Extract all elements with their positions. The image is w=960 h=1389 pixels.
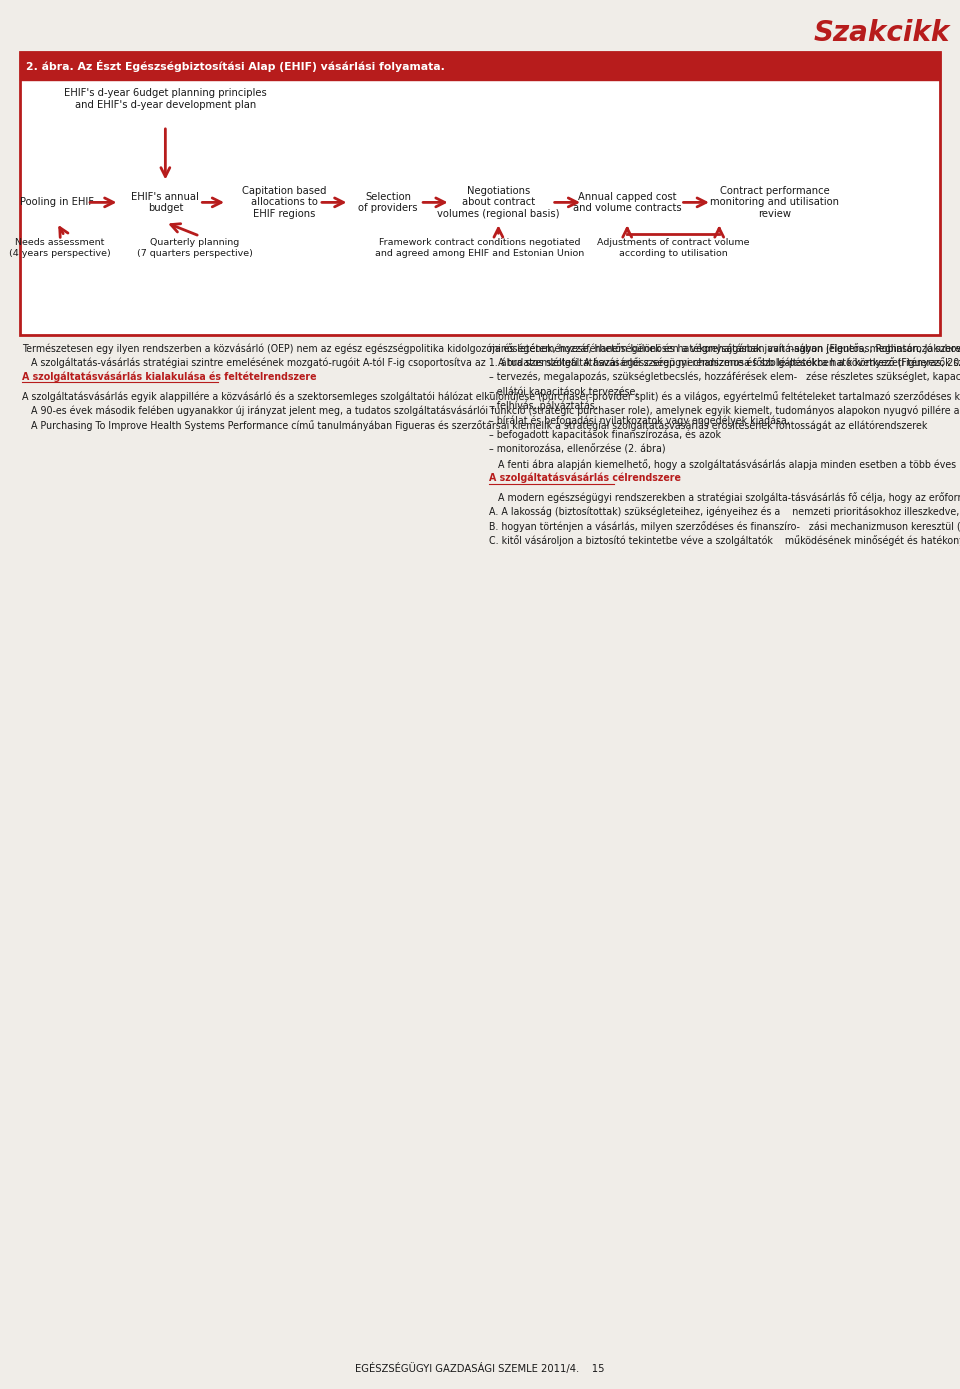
Text: A Purchasing To Improve Health Systems Performance című tanulmányában Figueras é: A Purchasing To Improve Health Systems P… <box>22 419 927 431</box>
Text: A szolgáltatásvásárlás célrendszere: A szolgáltatásvásárlás célrendszere <box>489 474 681 483</box>
Text: Negotiations
about contract
volumes (regional basis): Negotiations about contract volumes (reg… <box>437 186 560 219</box>
Bar <box>20 51 940 81</box>
Text: – befogadott kapacitások finanszírozása, és azok: – befogadott kapacitások finanszírozása,… <box>489 429 721 440</box>
Text: Adjustments of contract volume
according to utilisation: Adjustments of contract volume according… <box>597 238 750 257</box>
Text: A szolgáltatásvásárlás egyik alappillére a közvásárló és a szektorsemleges szolg: A szolgáltatásvásárlás egyik alappillére… <box>22 390 960 401</box>
Text: – ellátói kapacitások tervezése,: – ellátói kapacitások tervezése, <box>489 386 638 397</box>
Text: C. kitől vásároljon a biztosító tekintetbe véve a szolgáltatók    működésének mi: C. kitől vásároljon a biztosító tekintet… <box>489 535 960 546</box>
Text: Capitation based
allocations to
EHIF regions: Capitation based allocations to EHIF reg… <box>242 186 326 219</box>
Text: A tudatos szolgáltatásvásárlói szerep mechanizmusa főbb lé-pésekben a következő : A tudatos szolgáltatásvásárlói szerep me… <box>489 357 960 368</box>
Text: A szolgáltatásvásárlás kialakulása és feltételrendszere: A szolgáltatásvásárlás kialakulása és fe… <box>22 372 317 382</box>
Text: Selection
of providers: Selection of providers <box>358 192 418 213</box>
Text: EHIF's annual
budget: EHIF's annual budget <box>132 192 200 213</box>
Bar <box>20 51 940 335</box>
Text: A fenti ábra alapján kiemelhető, hogy a szolgáltatásvásárlás alapja minden esetb: A fenti ábra alapján kiemelhető, hogy a … <box>489 458 960 469</box>
Text: EHIF's d-year 6udget planning principles
and EHIF's d-year development plan: EHIF's d-year 6udget planning principles… <box>64 88 267 110</box>
Bar <box>20 81 940 335</box>
Text: Framework contract conditions negotiated
and agreed among EHIF and Estonian Unio: Framework contract conditions negotiated… <box>375 238 585 257</box>
Text: B. hogyan történjen a vásárlás, milyen szerződéses és finanszíro-   zási mechani: B. hogyan történjen a vásárlás, milyen s… <box>489 521 960 532</box>
Text: Needs assessment
(4 years perspective): Needs assessment (4 years perspective) <box>9 238 110 257</box>
Text: A. A lakosság (biztosítottak) szükségleteihez, igényeihez és a    nemzeti priori: A. A lakosság (biztosítottak) szükséglet… <box>489 506 960 517</box>
Text: – felhívás, pályáztatás,: – felhívás, pályáztatás, <box>489 401 598 411</box>
Text: Contract performance
monitoring and utilisation
review: Contract performance monitoring and util… <box>709 186 839 219</box>
Text: minőségének, hozzáférhetőségének és hatékonyságának javítá-sában (Figueras, Robi: minőségének, hozzáférhetőségének és haté… <box>489 343 960 354</box>
Text: – monitorozása, ellenőrzése (2. ábra): – monitorozása, ellenőrzése (2. ábra) <box>489 444 665 454</box>
Text: EGÉSZSÉGÜGYI GAZDASÁGI SZEMLE 2011/4.    15: EGÉSZSÉGÜGYI GAZDASÁGI SZEMLE 2011/4. 15 <box>355 1363 605 1374</box>
Text: – bírálat és befogadási nyilatkozatok vagy engedélyek kiadása,: – bírálat és befogadási nyilatkozatok va… <box>489 415 790 425</box>
Text: – tervezés, megalapozás, szükségletbecslés, hozzáférések elem-   zése részletes : – tervezés, megalapozás, szükségletbecsl… <box>489 372 960 382</box>
Text: Természetesen egy ilyen rendszerben a közvásárló (OEP) nem az egész egészségpoli: Természetesen egy ilyen rendszerben a kö… <box>22 343 960 354</box>
Text: A 90-es évek második felében ugyanakkor új irányzat jelent meg, a tudatos szolgá: A 90-es évek második felében ugyanakkor … <box>22 406 960 417</box>
Text: A szolgáltatás-vásárlás stratégiai szintre emelésének mozgató-rugóit A-tól F-ig : A szolgáltatás-vásárlás stratégiai szint… <box>22 357 960 368</box>
Text: Pooling in EHIF: Pooling in EHIF <box>20 197 94 207</box>
Text: A modern egészségügyi rendszerekben a stratégiai szolgálta-tásvásárlás fő célja,: A modern egészségügyi rendszerekben a st… <box>489 492 960 503</box>
Text: Annual capped cost
and volume contracts: Annual capped cost and volume contracts <box>573 192 682 213</box>
Text: Quarterly planning
(7 quarters perspective): Quarterly planning (7 quarters perspecti… <box>137 238 252 257</box>
Text: Szakcikk: Szakcikk <box>814 19 950 47</box>
Text: 2. ábra. Az Észt Egészségbiztosítási Alap (EHIF) vásárlási folyamata.: 2. ábra. Az Észt Egészségbiztosítási Ala… <box>26 60 444 72</box>
